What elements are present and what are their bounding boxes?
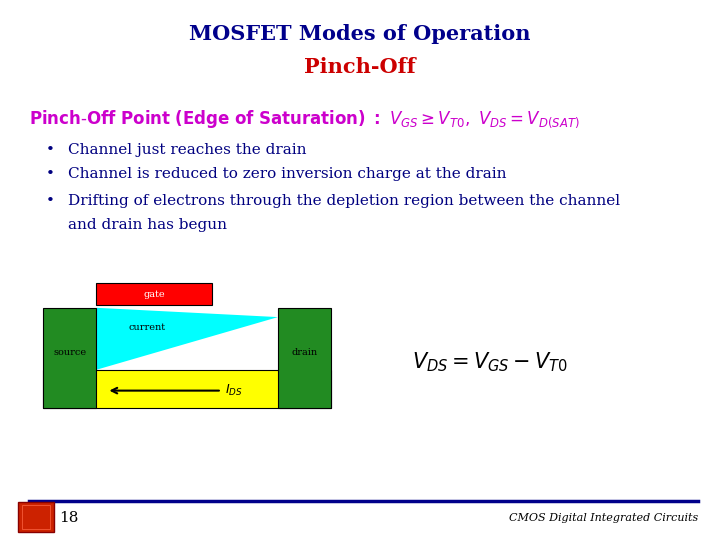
Bar bbox=[43, 308, 96, 408]
Text: Drifting of electrons through the depletion region between the channel: Drifting of electrons through the deplet… bbox=[68, 194, 621, 208]
Text: source: source bbox=[53, 348, 86, 357]
Text: •: • bbox=[46, 143, 55, 157]
Text: current: current bbox=[129, 323, 166, 332]
Bar bbox=[96, 283, 212, 305]
Text: •: • bbox=[46, 194, 55, 208]
Bar bbox=[18, 502, 54, 532]
Text: and drain has begun: and drain has begun bbox=[68, 218, 228, 232]
Polygon shape bbox=[96, 308, 278, 370]
Text: Channel just reaches the drain: Channel just reaches the drain bbox=[68, 143, 307, 157]
Text: drain: drain bbox=[292, 348, 318, 357]
Text: MOSFET Modes of Operation: MOSFET Modes of Operation bbox=[189, 24, 531, 44]
Text: $\mathbf{Pinch\text{-}Off\ Point\ (Edge\ of\ Saturation)\ :\ }$$V_{GS}\geq V_{T0: $\mathbf{Pinch\text{-}Off\ Point\ (Edge\… bbox=[29, 108, 580, 130]
Text: •: • bbox=[46, 167, 55, 181]
Text: 18: 18 bbox=[59, 511, 78, 525]
Bar bbox=[22, 505, 50, 529]
Text: Pinch-Off: Pinch-Off bbox=[304, 57, 416, 77]
Text: $V_{DS} = V_{GS} - V_{T0}$: $V_{DS} = V_{GS} - V_{T0}$ bbox=[412, 350, 567, 374]
Text: $I_{DS}$: $I_{DS}$ bbox=[225, 383, 243, 398]
Bar bbox=[278, 308, 331, 408]
Text: CMOS Digital Integrated Circuits: CMOS Digital Integrated Circuits bbox=[509, 514, 698, 523]
Bar bbox=[43, 370, 331, 408]
Text: gate: gate bbox=[143, 289, 165, 299]
Text: Channel is reduced to zero inversion charge at the drain: Channel is reduced to zero inversion cha… bbox=[68, 167, 507, 181]
